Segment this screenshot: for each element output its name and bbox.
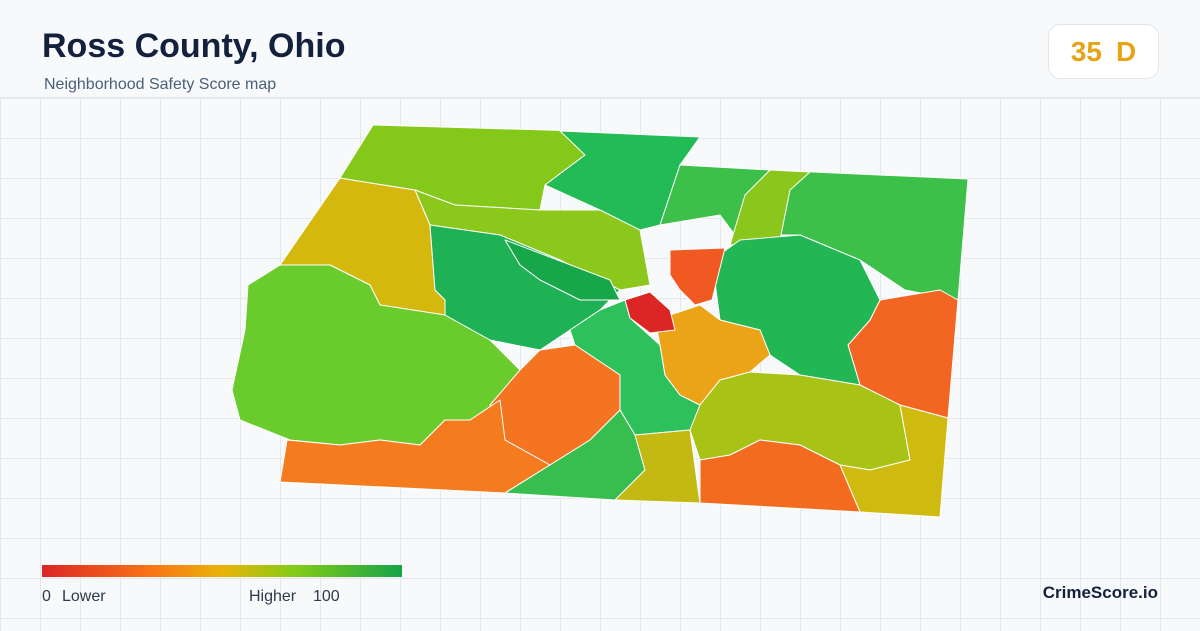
score: 35 <box>1070 35 1102 67</box>
score-badge: 35 D <box>1048 24 1159 79</box>
legend-min: 0 <box>42 588 51 605</box>
region <box>614 429 701 504</box>
subtitle: Neighborhood Safety Score map <box>44 76 277 93</box>
legend-min-label: Lower <box>62 588 106 605</box>
region <box>429 224 621 351</box>
region <box>504 239 621 301</box>
legend-gradient <box>42 565 402 577</box>
region <box>699 439 861 513</box>
grade: D <box>1115 35 1137 67</box>
region <box>839 404 949 518</box>
region <box>669 247 726 306</box>
region <box>624 291 676 334</box>
legend-max-label: Higher <box>249 588 297 605</box>
legend-max: 100 <box>313 588 340 605</box>
brand: CrimeScore.io <box>1042 583 1158 602</box>
title: Ross County, Ohio <box>42 27 346 65</box>
